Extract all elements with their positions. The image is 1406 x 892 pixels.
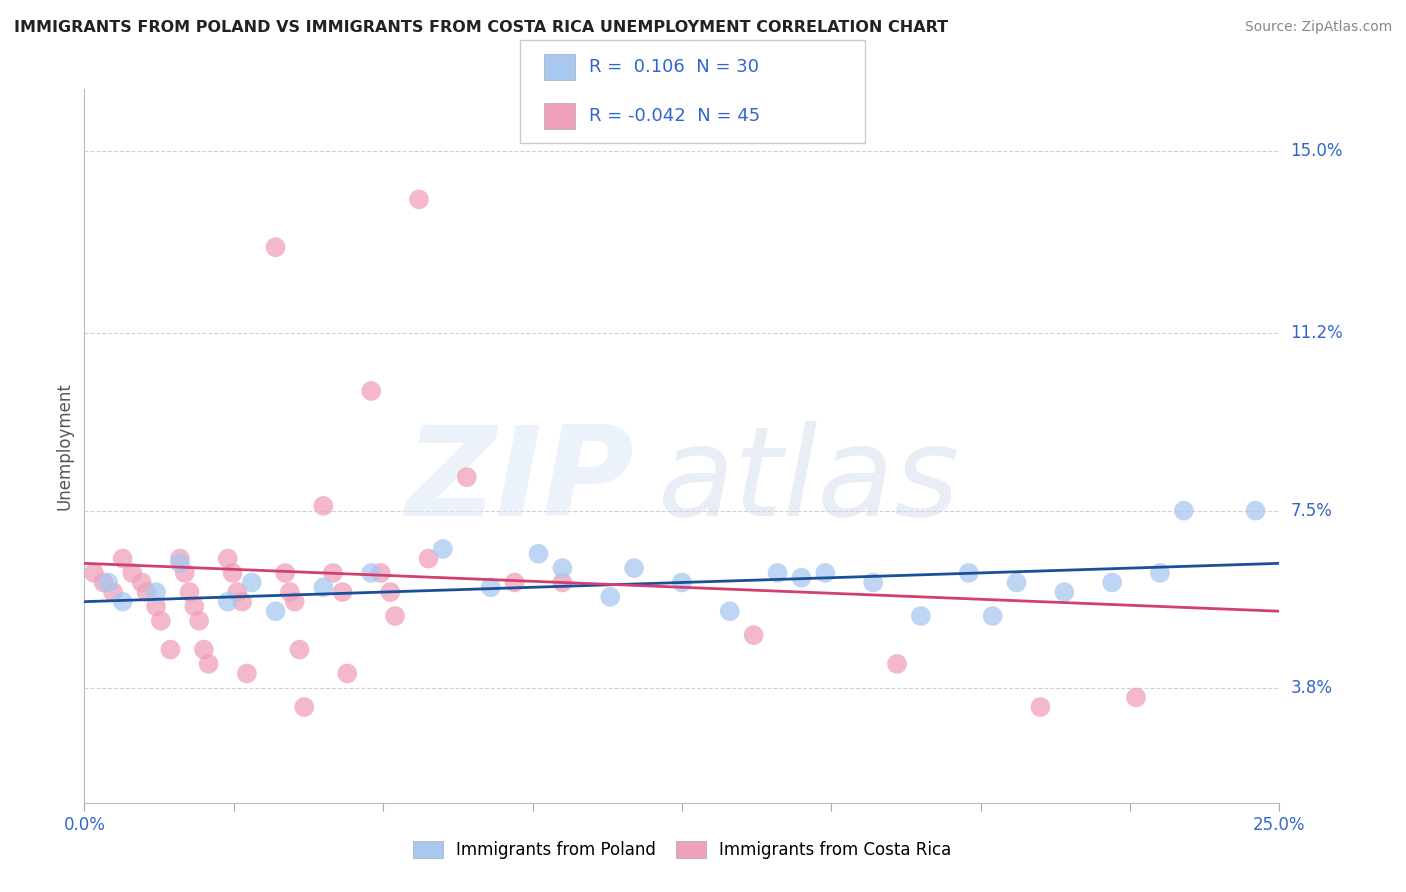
Point xyxy=(111,551,134,566)
Point xyxy=(217,594,239,608)
Text: R =  0.106  N = 30: R = 0.106 N = 30 xyxy=(589,58,759,76)
Text: IMMIGRANTS FROM POLAND VS IMMIGRANTS FROM COSTA RICA UNEMPLOYMENT CORRELATION CH: IMMIGRANTS FROM POLAND VS IMMIGRANTS FRO… xyxy=(14,20,948,35)
Point xyxy=(862,575,884,590)
Legend: Immigrants from Poland, Immigrants from Costa Rica: Immigrants from Poland, Immigrants from … xyxy=(406,834,957,866)
Point xyxy=(957,566,980,580)
Text: atlas: atlas xyxy=(658,421,960,542)
Point xyxy=(380,585,402,599)
Point xyxy=(599,590,621,604)
Point xyxy=(312,499,335,513)
Point xyxy=(384,609,406,624)
Point xyxy=(551,575,574,590)
Point xyxy=(432,541,454,556)
Point xyxy=(131,575,153,590)
Point xyxy=(766,566,789,580)
Text: 3.8%: 3.8% xyxy=(1291,679,1333,697)
Point xyxy=(790,571,813,585)
Point xyxy=(1173,503,1195,517)
Point xyxy=(718,604,741,618)
Point xyxy=(814,566,837,580)
Text: ZIP: ZIP xyxy=(405,421,634,542)
Point xyxy=(83,566,105,580)
Point xyxy=(93,575,115,590)
Point xyxy=(1125,690,1147,705)
Point xyxy=(97,575,120,590)
Point xyxy=(169,557,191,571)
Point xyxy=(264,604,287,618)
Point xyxy=(111,594,134,608)
Point xyxy=(551,561,574,575)
Point xyxy=(408,192,430,206)
Point xyxy=(322,566,344,580)
Point xyxy=(332,585,354,599)
Point xyxy=(886,657,908,671)
Point xyxy=(1005,575,1028,590)
Text: Source: ZipAtlas.com: Source: ZipAtlas.com xyxy=(1244,20,1392,34)
Point xyxy=(169,551,191,566)
Point xyxy=(1029,700,1052,714)
Point xyxy=(121,566,143,580)
Point xyxy=(231,594,253,608)
Point xyxy=(278,585,301,599)
Point xyxy=(1053,585,1076,599)
Point xyxy=(221,566,243,580)
Point xyxy=(370,566,392,580)
Point xyxy=(312,580,335,594)
Point xyxy=(503,575,526,590)
Point xyxy=(910,609,932,624)
Point xyxy=(183,599,205,614)
Text: 11.2%: 11.2% xyxy=(1291,325,1343,343)
Point xyxy=(360,566,382,580)
Point xyxy=(1244,503,1267,517)
Point xyxy=(197,657,219,671)
Point xyxy=(179,585,201,599)
Point xyxy=(418,551,440,566)
Point xyxy=(149,614,172,628)
Point xyxy=(145,599,167,614)
Text: 15.0%: 15.0% xyxy=(1291,143,1343,161)
Point xyxy=(159,642,181,657)
Point xyxy=(240,575,263,590)
Point xyxy=(101,585,124,599)
Point xyxy=(527,547,550,561)
Point xyxy=(217,551,239,566)
Point xyxy=(623,561,645,575)
Y-axis label: Unemployment: Unemployment xyxy=(55,382,73,510)
Point xyxy=(292,700,315,714)
Point xyxy=(135,585,157,599)
Point xyxy=(742,628,765,642)
Text: 7.5%: 7.5% xyxy=(1291,501,1333,520)
Point xyxy=(456,470,478,484)
Point xyxy=(288,642,311,657)
Point xyxy=(336,666,359,681)
Point xyxy=(173,566,195,580)
Point xyxy=(188,614,211,628)
Point xyxy=(479,580,502,594)
Point xyxy=(1149,566,1171,580)
Point xyxy=(274,566,297,580)
Point xyxy=(226,585,249,599)
Point xyxy=(360,384,382,398)
Point xyxy=(284,594,307,608)
Point xyxy=(145,585,167,599)
Point xyxy=(981,609,1004,624)
Point xyxy=(1101,575,1123,590)
Text: R = -0.042  N = 45: R = -0.042 N = 45 xyxy=(589,107,761,125)
Point xyxy=(193,642,215,657)
Point xyxy=(671,575,693,590)
Point xyxy=(264,240,287,254)
Point xyxy=(236,666,259,681)
